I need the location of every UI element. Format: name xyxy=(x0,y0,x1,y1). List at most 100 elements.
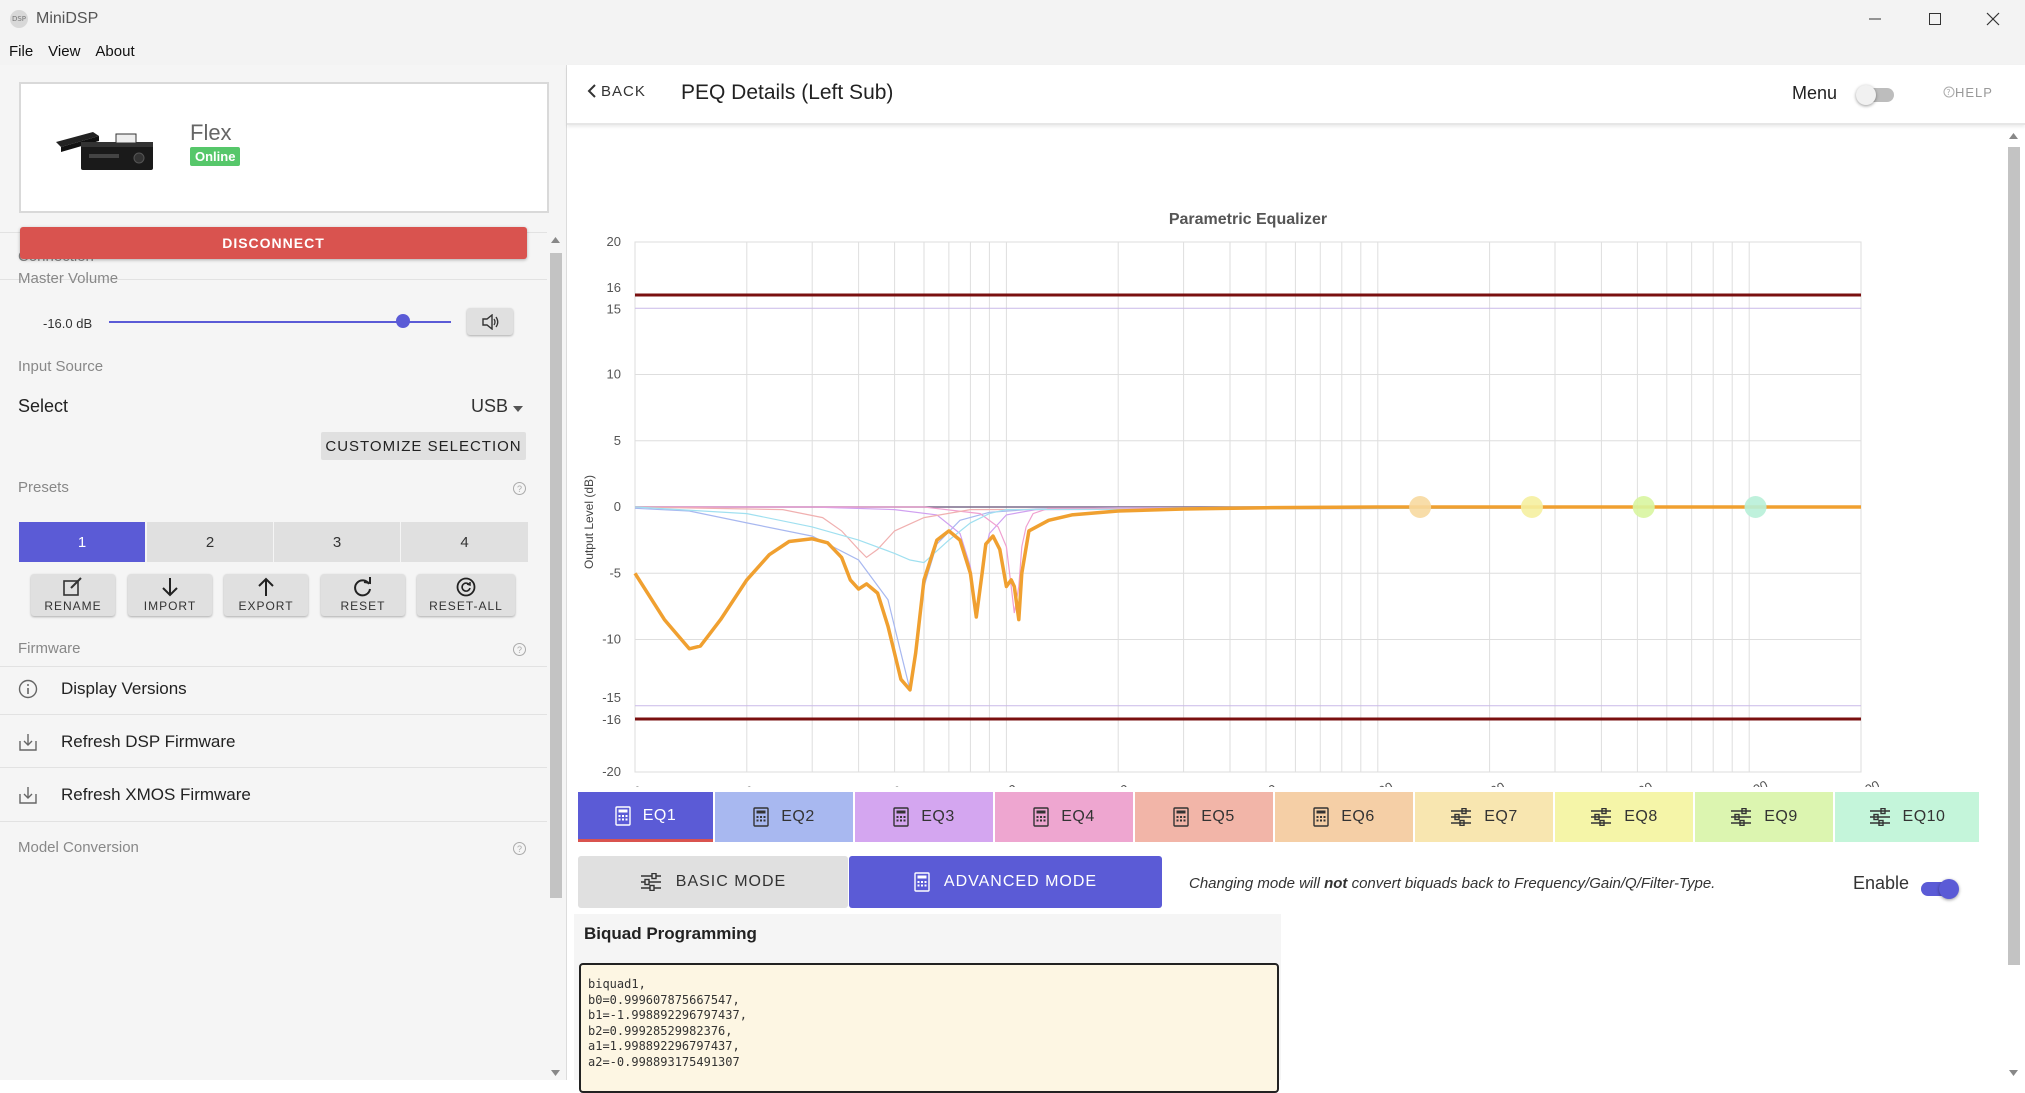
tab-eq6[interactable]: EQ6 xyxy=(1275,792,1413,842)
app-logo: DSP xyxy=(10,9,28,28)
menu-toggle[interactable] xyxy=(1856,85,1894,105)
volume-slider[interactable] xyxy=(109,321,451,323)
menu-bar: File View About xyxy=(0,37,2025,65)
status-badge: Online xyxy=(190,147,241,166)
scroll-up-icon xyxy=(551,237,560,243)
reset-button[interactable]: RESET xyxy=(321,574,405,616)
tab-eq10[interactable]: EQ10 xyxy=(1835,792,1979,842)
filter-handle xyxy=(1520,496,1543,518)
series-line-3 xyxy=(635,506,1862,614)
minimize-icon xyxy=(1869,18,1881,19)
preset-2-button[interactable]: 2 xyxy=(147,522,273,562)
menu-view[interactable]: View xyxy=(48,42,81,60)
select-label: Select xyxy=(18,396,69,416)
advanced-mode-button[interactable]: ADVANCED MODE xyxy=(849,856,1162,908)
input-source-select[interactable]: USB xyxy=(471,396,524,417)
x-tick-label: 20 xyxy=(737,783,756,787)
help-label: HELP xyxy=(1955,85,1993,100)
scroll-down-icon xyxy=(2009,1070,2018,1076)
peq-chart[interactable]: Parametric Equalizer2016151050-5-10-15-1… xyxy=(567,127,1987,787)
refresh-xmos-firmware-item[interactable]: Refresh XMOS Firmware xyxy=(18,785,251,805)
maximize-icon xyxy=(1929,12,1941,25)
tab-eq5[interactable]: EQ5 xyxy=(1135,792,1273,842)
reset-all-button[interactable]: RESET-ALL xyxy=(417,574,515,616)
x-tick-label: 50 xyxy=(885,783,904,787)
calculator-icon xyxy=(893,807,909,827)
input-source-value: USB xyxy=(471,396,509,416)
section-input-source: Input Source xyxy=(18,358,104,375)
main-scroll-thumb[interactable] xyxy=(2008,147,2020,965)
menu-file[interactable]: File xyxy=(9,42,34,60)
sidebar-scroll-thumb[interactable] xyxy=(550,253,562,898)
divider xyxy=(0,714,547,715)
tab-eq7[interactable]: EQ7 xyxy=(1415,792,1553,842)
mode-note-text: Changing mode will xyxy=(1189,875,1325,892)
basic-mode-label: BASIC MODE xyxy=(675,873,787,890)
y-tick-label: 16 xyxy=(607,280,621,295)
maximize-button[interactable] xyxy=(1906,0,1964,37)
device-card[interactable]: Flex Online xyxy=(19,82,549,213)
export-button[interactable]: EXPORT xyxy=(224,574,308,616)
sidebar: Flex Online Connection DISCONNECT Master… xyxy=(0,65,567,1080)
main-scrollbar[interactable] xyxy=(2005,127,2023,1080)
x-tick-label: 2,000 xyxy=(1471,779,1507,787)
rename-button[interactable]: RENAME xyxy=(31,574,115,616)
window-title: MiniDSP xyxy=(36,9,99,27)
reset-all-icon xyxy=(456,577,476,597)
basic-mode-button[interactable]: BASIC MODE xyxy=(578,856,848,908)
enable-toggle-knob xyxy=(1939,879,1959,899)
model-conversion-help-icon[interactable]: ? xyxy=(513,842,526,855)
minimize-button[interactable] xyxy=(1846,0,1904,37)
x-tick-label: 1,000 xyxy=(1360,779,1396,787)
sliders-icon xyxy=(1590,808,1612,826)
import-button[interactable]: IMPORT xyxy=(128,574,212,616)
display-versions-label: Display Versions xyxy=(61,679,187,698)
preset-4-button[interactable]: 4 xyxy=(401,522,528,562)
sliders-icon xyxy=(640,873,661,891)
tab-label: EQ10 xyxy=(1902,808,1946,825)
rename-label: RENAME xyxy=(44,599,102,613)
tab-eq2[interactable]: EQ2 xyxy=(715,792,853,842)
preset-1-button[interactable]: 1 xyxy=(19,522,145,562)
firmware-help-icon[interactable]: ? xyxy=(513,643,526,656)
tab-label: EQ3 xyxy=(921,808,955,825)
filter-handle xyxy=(1632,496,1655,518)
presets-help-icon[interactable]: ? xyxy=(513,482,526,495)
y-tick-label: -5 xyxy=(609,565,621,580)
tab-label: EQ6 xyxy=(1341,808,1375,825)
volume-slider-knob[interactable] xyxy=(396,314,411,328)
tab-label: EQ2 xyxy=(781,808,815,825)
menu-about[interactable]: About xyxy=(95,42,135,60)
enable-toggle[interactable] xyxy=(1921,879,1959,899)
page-title: PEQ Details (Left Sub) xyxy=(681,81,894,104)
download-icon xyxy=(18,732,38,752)
display-versions-item[interactable]: Display Versions xyxy=(18,679,187,699)
tab-eq3[interactable]: EQ3 xyxy=(855,792,993,842)
menu-label: Menu xyxy=(1792,83,1838,103)
biquad-textarea[interactable]: biquad1, b0=0.999607875667547, b1=-1.998… xyxy=(579,963,1279,1093)
tab-eq8[interactable]: EQ8 xyxy=(1555,792,1693,842)
export-label: EXPORT xyxy=(238,599,294,613)
close-button[interactable] xyxy=(1964,0,2022,37)
disconnect-button[interactable]: DISCONNECT xyxy=(20,227,527,259)
tab-eq9[interactable]: EQ9 xyxy=(1695,792,1833,842)
filter-handle xyxy=(1409,496,1432,518)
tab-eq1[interactable]: EQ1 xyxy=(578,792,713,842)
back-button[interactable]: BACK xyxy=(587,83,646,100)
refresh-xmos-firmware-label: Refresh XMOS Firmware xyxy=(61,785,251,804)
download-icon xyxy=(18,785,38,805)
customize-selection-button[interactable]: CUSTOMIZE SELECTION xyxy=(321,432,526,460)
preset-3-button[interactable]: 3 xyxy=(274,522,400,562)
series-line-6 xyxy=(634,506,1862,564)
tab-label: EQ4 xyxy=(1061,808,1095,825)
x-tick-label: 10,000 xyxy=(1728,777,1770,787)
mute-button[interactable] xyxy=(467,308,513,335)
sidebar-scrollbar[interactable] xyxy=(546,233,564,1080)
y-tick-label: 0 xyxy=(614,499,621,514)
mode-note-bold: not xyxy=(1324,875,1348,892)
x-tick-label: 500 xyxy=(1253,781,1279,787)
mode-note-text-end: convert biquads back to Frequency/Gain/Q… xyxy=(1347,875,1716,892)
help-button[interactable]: ? HELP xyxy=(1943,85,1993,100)
tab-eq4[interactable]: EQ4 xyxy=(995,792,1133,842)
refresh-dsp-firmware-item[interactable]: Refresh DSP Firmware xyxy=(18,732,235,752)
